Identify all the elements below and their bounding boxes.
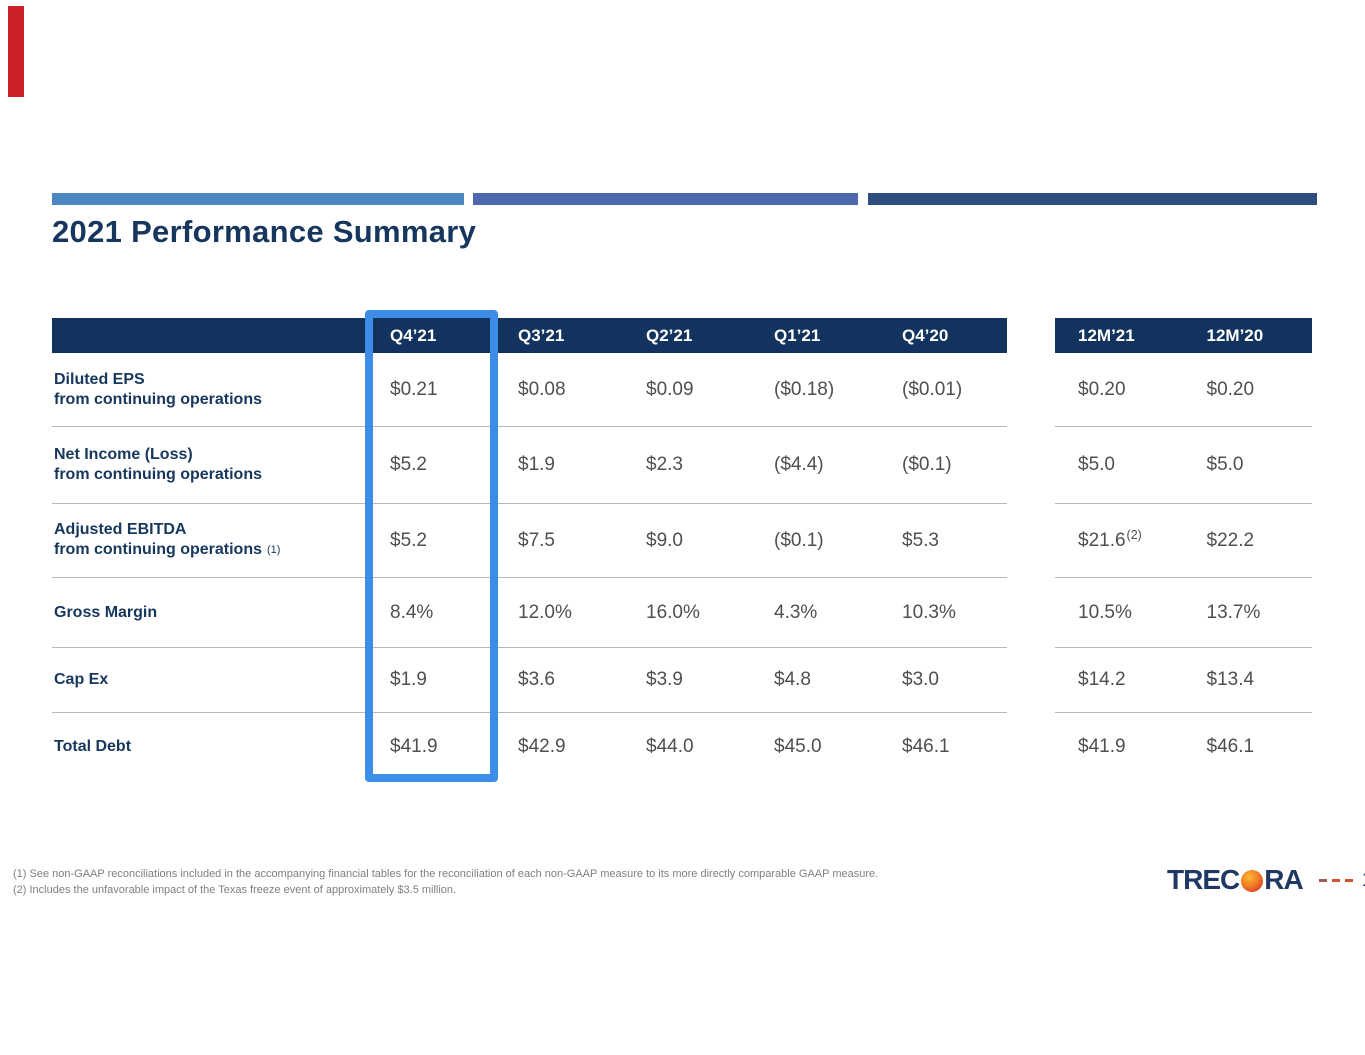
dash-icon [1331,878,1340,882]
table-row-cap-ex: Cap Ex $1.9 $3.6 $3.9 $4.8 $3.0 $14.2 $1… [52,647,1312,712]
value-cell: $5.0 [1206,454,1244,475]
table-gap [1007,353,1055,426]
value-cell: $46.1 [902,735,950,757]
footnote-2: (2) Includes the unfavorable impact of t… [13,884,457,896]
value-cell: 10.5% [1078,601,1132,623]
value-cell: $1.9 [518,454,555,475]
value-cell: $2.3 [646,454,683,475]
value-cell: $41.9 [1078,735,1126,757]
value-cell: $5.2 [390,529,427,551]
column-header-q4-20: Q4’20 [902,326,949,345]
dash-icon [1344,878,1353,882]
column-header-q3-21: Q3’21 [518,326,565,345]
value-cell: $9.0 [646,529,683,551]
value-cell: ($0.1) [774,529,824,551]
value-cell: $22.2 [1206,529,1255,551]
column-header-12m-20: 12M’20 [1206,326,1264,345]
table-row-gross-margin: Gross Margin 8.4% 12.0% 16.0% 4.3% 10.3%… [52,577,1312,647]
logo-text-left: TREC [1167,864,1240,895]
table-gap [1007,712,1055,780]
value-cell: $21.6 (2) [1078,527,1142,551]
value-cell: $1.9 [390,669,427,690]
value-cell: $5.3 [902,529,939,551]
logo-globe-icon [1241,870,1264,892]
top-accent-bar-left [52,193,464,205]
row-label-total-debt: Total Debt [54,737,132,755]
header-label-spacer [52,318,367,353]
column-header-q2-21: Q2’21 [646,326,693,345]
row-label-adjusted-ebitda: Adjusted EBITDA from continuing operatio… [54,521,281,558]
value-cell: $0.08 [518,378,566,400]
page-number-dashes [1318,878,1358,882]
value-cell: 16.0% [646,601,700,623]
value-cell: $0.20 [1078,378,1126,400]
value-cell: $0.20 [1206,378,1255,400]
top-accent-bar-right [868,193,1317,205]
table-gap [1007,577,1055,647]
value-cell: $46.1 [1206,735,1255,757]
value-cell: ($4.4) [774,454,824,475]
value-cell: $0.09 [646,378,694,400]
value-cell: $41.9 [390,735,438,757]
column-header-12m-21: 12M’21 [1078,326,1135,345]
trecora-logo: TREC RA [1167,864,1304,896]
top-accent-bar-middle [473,193,858,205]
quarter-header-row: Q4’21 Q3’21 Q2’21 Q1’21 Q4’20 [52,318,1007,353]
table-gap [1007,426,1055,503]
value-cell: $44.0 [646,735,694,757]
slide-title: 2021 Performance Summary [52,214,477,249]
value-cell: $14.2 [1078,669,1126,690]
table-row-total-debt: Total Debt $41.9 $42.9 $44.0 $45.0 $46.1… [52,712,1312,780]
value-cell: $5.2 [390,454,427,475]
value-cell: ($0.1) [902,454,952,475]
value-cell: $42.9 [518,735,566,757]
row-label-diluted-eps: Diluted EPS from continuing operations [54,370,262,408]
value-cell: $3.9 [646,669,683,690]
value-cell: $5.0 [1078,454,1115,475]
value-cell: ($0.01) [902,378,963,400]
column-header-q4-21: Q4’21 [390,326,437,345]
value-cell: 12.0% [518,601,572,623]
table-row-net-income: Net Income (Loss) from continuing operat… [52,426,1312,503]
table-row-diluted-eps: Diluted EPS from continuing operations $… [52,353,1312,426]
footnote-ref-2: (2) [1126,527,1142,542]
value-cell: 10.3% [902,601,956,623]
dash-icon [1318,878,1327,882]
value-cell: ($0.18) [774,378,835,400]
table-body: Diluted EPS from continuing operations $… [52,353,1312,780]
value-cell: $4.8 [774,669,811,690]
annual-header-row: 12M’21 12M’20 [1055,318,1312,353]
value-cell: $7.5 [518,529,555,551]
footnotes: (1) See non-GAAP reconciliations include… [13,866,878,898]
footnote-ref-1: (1) [267,544,281,556]
red-accent-bar [8,6,24,97]
table-row-adjusted-ebitda: Adjusted EBITDA from continuing operatio… [52,503,1312,577]
column-header-q1-21: Q1’21 [774,326,821,345]
row-label-net-income: Net Income (Loss) from continuing operat… [54,446,262,483]
slide-footer: TREC RA 19 [1167,864,1365,896]
value-cell: $13.4 [1206,669,1255,690]
row-label-cap-ex: Cap Ex [54,671,109,688]
page-number: 19 [1362,869,1365,892]
table-gap [1007,503,1055,577]
footnote-1: (1) See non-GAAP reconciliations include… [13,868,879,880]
value-cell: $45.0 [774,735,822,757]
value-cell: 4.3% [774,601,818,623]
row-label-gross-margin: Gross Margin [54,603,158,621]
value-cell: 13.7% [1206,601,1261,623]
table-gap [1007,647,1055,712]
logo-text-right: RA [1264,864,1303,895]
value-cell: $3.6 [518,669,555,690]
value-cell: 8.4% [390,601,434,623]
value-cell: $0.21 [390,378,438,400]
value-cell: $3.0 [902,669,939,690]
